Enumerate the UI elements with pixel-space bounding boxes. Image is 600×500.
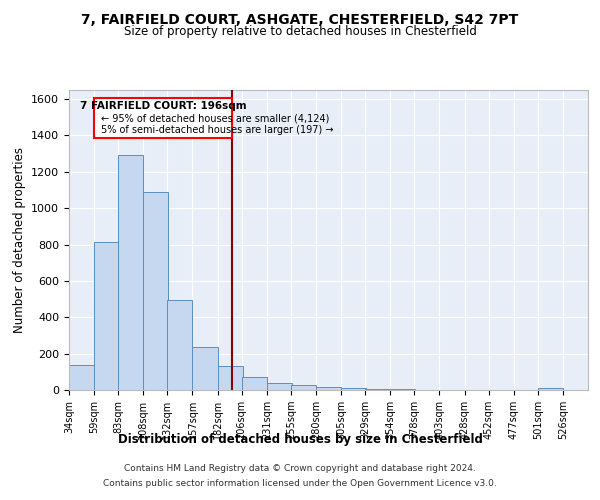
Bar [69,364,94,390]
Text: 5% of semi-detached houses are larger (197) →: 5% of semi-detached houses are larger (1… [101,125,334,135]
Bar [316,388,341,390]
Bar [167,300,193,390]
FancyBboxPatch shape [94,98,232,138]
Bar [341,388,366,390]
Text: 7 FAIRFIELD COURT: 196sqm: 7 FAIRFIELD COURT: 196sqm [80,102,246,112]
Text: 7, FAIRFIELD COURT, ASHGATE, CHESTERFIELD, S42 7PT: 7, FAIRFIELD COURT, ASHGATE, CHESTERFIEL… [82,12,518,26]
Text: Distribution of detached houses by size in Chesterfield: Distribution of detached houses by size … [118,432,482,446]
Text: Size of property relative to detached houses in Chesterfield: Size of property relative to detached ho… [124,25,476,38]
Bar [118,154,143,390]
Text: Contains public sector information licensed under the Open Government Licence v3: Contains public sector information licen… [103,479,497,488]
Text: ← 95% of detached houses are smaller (4,124): ← 95% of detached houses are smaller (4,… [101,114,329,124]
Bar [94,242,119,390]
Bar [218,366,242,390]
Bar [291,385,316,390]
Bar [267,382,292,390]
Bar [143,192,169,390]
Bar [538,388,563,390]
Bar [365,389,390,390]
Bar [193,348,218,390]
Text: Contains HM Land Registry data © Crown copyright and database right 2024.: Contains HM Land Registry data © Crown c… [124,464,476,473]
Y-axis label: Number of detached properties: Number of detached properties [13,147,26,333]
Bar [242,378,267,390]
